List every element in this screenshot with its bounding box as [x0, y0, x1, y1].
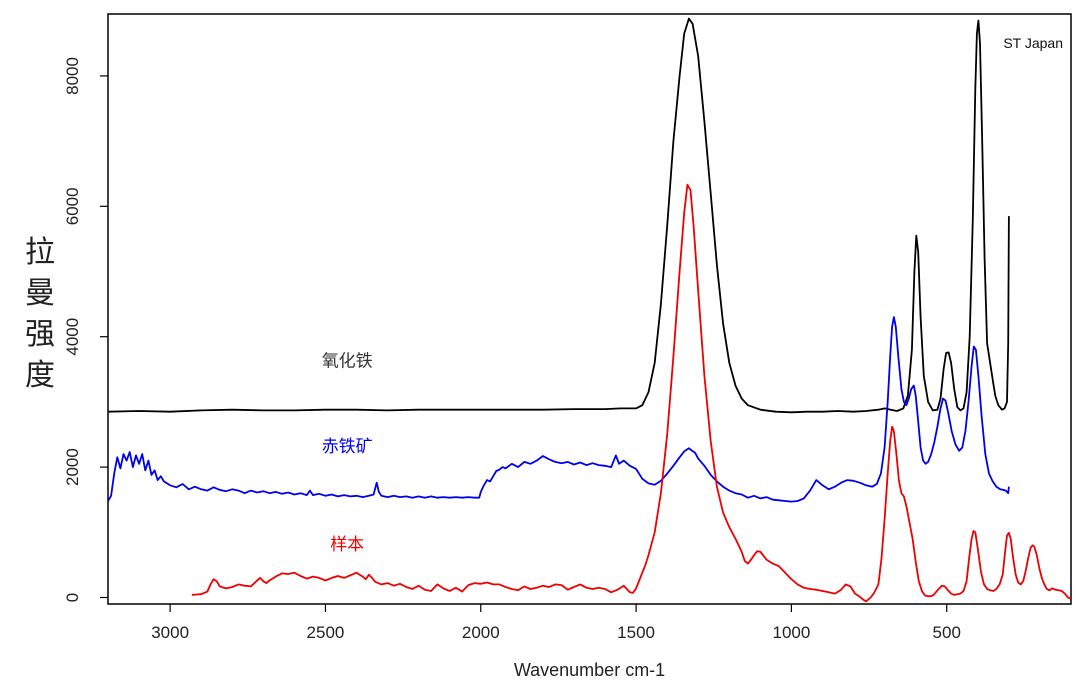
- y-title-char: 强: [25, 317, 55, 352]
- x-axis-title: Wavenumber cm-1: [514, 660, 665, 680]
- series-line-1: [107, 17, 1010, 414]
- y-tick-label: 6000: [63, 187, 82, 225]
- y-tick-label: 4000: [63, 318, 82, 356]
- series-line-3: [191, 183, 1072, 603]
- x-tick-label: 1500: [617, 623, 655, 642]
- series-layer: [107, 17, 1072, 603]
- plot-frame: [107, 13, 1072, 605]
- y-tick-label: 8000: [63, 57, 82, 95]
- y-tick-label: 2000: [63, 448, 82, 486]
- y-tick-label: 0: [63, 593, 82, 602]
- x-tick-label: 1000: [773, 623, 811, 642]
- y-title-char: 度: [25, 358, 55, 393]
- series-label-1: 氧化铁: [322, 352, 373, 372]
- x-tick-label: 2500: [307, 623, 345, 642]
- x-tick-label: 2000: [462, 623, 500, 642]
- x-tick-label: 3000: [151, 623, 189, 642]
- x-tick-label: 500: [933, 623, 961, 642]
- y-title-char: 拉: [25, 235, 55, 270]
- series-line-2: [107, 316, 1010, 503]
- series-label-2: 赤铁矿: [322, 437, 373, 457]
- series-label-3: 样本: [330, 535, 364, 555]
- y-axis: 0 2000 4000 6000 8000: [63, 57, 108, 602]
- source-annotation: ST Japan: [1003, 35, 1063, 51]
- y-title-char: 曼: [25, 276, 55, 311]
- x-axis: 3000 2500 2000 1500 1000 500: [151, 604, 961, 642]
